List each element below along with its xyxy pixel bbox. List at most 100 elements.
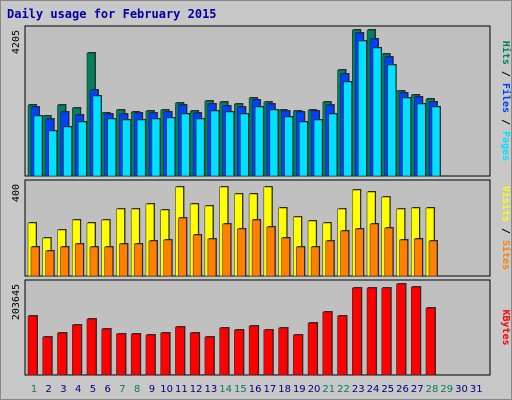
kbytes-kbytes-bar	[116, 333, 126, 376]
side-legend-part: /	[500, 113, 511, 131]
hits-files-pages-pages-bar	[416, 103, 426, 177]
visits-sites-sites-bar	[281, 237, 290, 277]
x-tick-label: 4	[75, 384, 81, 395]
visits-sites-sites-bar	[325, 240, 335, 277]
kbytes-kbytes-bar	[366, 287, 377, 376]
visits-sites-sites-bar	[296, 246, 305, 277]
side-legend-part: /	[500, 222, 511, 240]
visits-sites-sites-bar	[207, 238, 217, 277]
hits-files-pages-pages-bar	[343, 81, 352, 177]
x-tick-label: 31	[470, 384, 483, 395]
hits-files-pages-pages-bar	[254, 106, 264, 177]
visits-sites-sites-bar	[399, 239, 408, 277]
hits-files-pages-pages-bar	[431, 106, 441, 177]
visits-sites-sites-bar	[384, 227, 394, 277]
kbytes-kbytes-bar	[189, 332, 200, 376]
hits-files-pages-pages-bar	[284, 116, 293, 177]
visits-sites-sites-bar	[413, 238, 423, 277]
kbytes-kbytes-bar	[86, 318, 97, 376]
kbytes-kbytes-bar	[425, 307, 436, 376]
x-tick-label: 17	[263, 384, 276, 395]
x-tick-label: 18	[278, 384, 291, 395]
hits-files-pages-pages-bar	[299, 121, 308, 177]
kbytes-kbytes-bar	[160, 332, 170, 376]
x-tick-label: 7	[119, 384, 125, 395]
visits-sites-sites-bar	[266, 226, 276, 277]
visits-sites-sites-bar	[369, 223, 379, 277]
x-tick-label: 25	[381, 384, 394, 395]
hits-files-pages-pages-bar	[240, 113, 249, 177]
hits-files-pages-pages-bar	[166, 117, 175, 177]
hits-files-pages-pages-bar	[107, 118, 116, 177]
kbytes-kbytes-bar	[71, 324, 82, 376]
visits-sites-sites-bar	[45, 250, 54, 277]
side-legend-3: KBytes	[500, 309, 511, 345]
x-tick-label: 2	[46, 384, 52, 395]
side-legend-part: Files	[500, 83, 512, 113]
hits-files-pages-pages-bar	[358, 40, 367, 177]
kbytes-kbytes-bar	[219, 327, 229, 376]
kbytes-kbytes-bar	[410, 286, 421, 376]
kbytes-kbytes-bar	[293, 334, 303, 376]
x-tick-label: 29	[440, 384, 453, 395]
x-tick-label: 5	[90, 384, 96, 395]
visits-sites-sites-bar	[222, 223, 231, 277]
kbytes-kbytes-bar	[101, 328, 111, 376]
hits-files-pages-pages-bar	[387, 64, 397, 177]
visits-sites-sites-bar	[178, 217, 187, 277]
side-legend-part: Pages	[500, 131, 511, 161]
visits-sites-sites-bar	[251, 219, 261, 277]
visits-sites-sites-bar	[310, 246, 320, 277]
hits-files-pages-pages-bar	[92, 95, 102, 177]
kbytes-kbytes-bar	[27, 315, 38, 376]
kbytes-kbytes-bar	[396, 283, 406, 376]
x-tick-label: 14	[219, 384, 232, 395]
x-tick-label: 10	[160, 384, 173, 395]
hits-files-pages-pages-bar	[136, 119, 146, 177]
visits-sites-sites-bar	[74, 243, 84, 277]
x-tick-label: 28	[426, 384, 439, 395]
hits-files-pages-pages-bar	[225, 111, 234, 177]
side-legend-part: KBytes	[500, 309, 511, 345]
hits-files-pages-pages-bar	[372, 47, 382, 177]
kbytes-kbytes-bar	[278, 327, 288, 376]
x-tick-label: 6	[105, 384, 111, 395]
x-tick-label: 3	[60, 384, 66, 395]
y-max-label-1: 4205	[11, 30, 22, 54]
side-legend-part: Hits	[500, 41, 512, 65]
hits-files-pages-pages-bar	[313, 119, 323, 177]
x-tick-label: 19	[293, 384, 306, 395]
visits-sites-sites-bar	[163, 239, 172, 277]
hits-files-pages-pages-bar	[402, 97, 411, 177]
visits-sites-sites-bar	[237, 228, 246, 277]
kbytes-kbytes-bar	[175, 326, 185, 376]
x-tick-label: 21	[322, 384, 335, 395]
kbytes-kbytes-bar	[145, 334, 156, 376]
side-legend-2: Visits / Sites	[500, 186, 512, 270]
visits-sites-sites-bar	[428, 240, 438, 277]
visits-sites-sites-bar	[133, 243, 143, 277]
x-tick-label: 12	[190, 384, 203, 395]
side-legend-part: /	[500, 65, 511, 83]
kbytes-kbytes-bar	[248, 325, 259, 376]
hits-files-pages-pages-bar	[328, 113, 338, 177]
hits-files-pages-pages-bar	[210, 110, 220, 177]
x-tick-label: 26	[396, 384, 409, 395]
side-legend-1: Hits / Files / Pages	[500, 41, 512, 161]
x-tick-label: 15	[234, 384, 247, 395]
kbytes-kbytes-bar	[322, 311, 333, 376]
visits-sites-sites-bar	[119, 243, 128, 277]
x-tick-label: 23	[352, 384, 365, 395]
hits-files-pages-pages-bar	[122, 119, 131, 177]
kbytes-kbytes-bar	[204, 336, 215, 376]
side-legend-part: Visits	[500, 186, 512, 222]
visits-sites-sites-bar	[30, 246, 40, 277]
kbytes-kbytes-bar	[263, 329, 274, 376]
kbytes-kbytes-bar	[352, 287, 362, 376]
chart-title: Daily usage for February 2015	[7, 7, 217, 21]
hits-files-pages-pages-bar	[63, 126, 72, 177]
x-tick-label: 9	[149, 384, 155, 395]
x-tick-label: 30	[455, 384, 468, 395]
y-max-label-2: 400	[11, 184, 22, 202]
